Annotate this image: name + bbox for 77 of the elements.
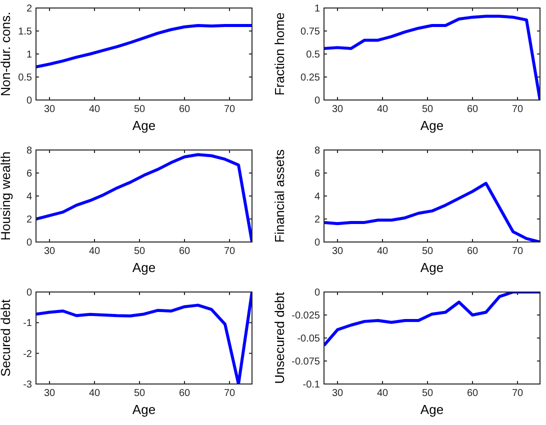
x-tick-label: 70 <box>512 388 524 399</box>
x-axis-title: Age <box>132 260 156 275</box>
x-tick-label: 50 <box>422 104 434 115</box>
x-tick-label: 60 <box>178 104 190 115</box>
y-tick-label: 8 <box>314 146 320 156</box>
y-tick-label: 1 <box>314 4 320 14</box>
x-axis-title: Age <box>132 118 156 133</box>
y-tick-label: -0.025 <box>292 310 320 322</box>
y-tick-label: -0.05 <box>297 334 320 344</box>
y-tick-label: 0 <box>314 288 320 298</box>
y-tick-label: -0.075 <box>292 356 320 368</box>
line-series <box>36 24 252 68</box>
x-tick-label: 50 <box>422 388 434 399</box>
line-series <box>36 292 252 384</box>
y-tick-label: 4 <box>314 192 320 202</box>
y-tick-label: 6 <box>314 168 320 180</box>
x-tick-label: 40 <box>88 104 100 115</box>
y-tick-label: 1 <box>26 50 32 60</box>
x-tick-label: 50 <box>422 246 434 257</box>
x-axis-title: Age <box>420 402 444 417</box>
x-tick-label: 70 <box>224 388 236 399</box>
x-tick-label: 30 <box>332 388 344 399</box>
y-tick-label: -0.1 <box>302 380 320 390</box>
line-series <box>324 182 540 242</box>
x-tick-label: 30 <box>332 246 344 257</box>
y-tick-label: -1 <box>23 318 32 330</box>
x-tick-label: 60 <box>466 246 478 257</box>
x-tick-label: 30 <box>44 246 56 257</box>
y-tick-label: 2 <box>314 214 320 226</box>
y-axis-title: Unsecured debt <box>272 292 287 384</box>
y-tick-label: 0.75 <box>300 26 320 38</box>
y-tick-label: 8 <box>26 146 32 156</box>
x-tick-label: 30 <box>44 104 56 115</box>
y-tick-label: 0.5 <box>18 72 32 84</box>
y-tick-label: -3 <box>23 380 32 390</box>
y-tick-label: 4 <box>26 192 32 202</box>
y-tick-label: 0 <box>26 238 32 248</box>
x-tick-label: 70 <box>224 246 236 257</box>
x-tick-label: 60 <box>178 246 190 257</box>
x-tick-label: 50 <box>134 246 146 257</box>
x-tick-label: 50 <box>134 388 146 399</box>
y-tick-label: 0 <box>314 96 320 106</box>
line-series <box>324 292 540 347</box>
y-tick-label: 0 <box>314 238 320 248</box>
y-tick-label: 0.25 <box>300 72 320 84</box>
x-tick-label: 40 <box>88 246 100 257</box>
x-tick-label: 50 <box>134 104 146 115</box>
x-tick-label: 60 <box>466 388 478 399</box>
x-axis-title: Age <box>420 260 444 275</box>
x-tick-label: 30 <box>332 104 344 115</box>
y-axis-title: Financial assets <box>272 148 287 243</box>
y-tick-label: 2 <box>26 214 32 226</box>
x-axis-title: Age <box>132 402 156 417</box>
y-tick-label: 6 <box>26 168 32 180</box>
x-axis-title: Age <box>420 118 444 133</box>
x-tick-label: 40 <box>376 104 388 115</box>
x-tick-label: 40 <box>88 388 100 399</box>
y-axis-title: Fraction home <box>272 12 287 96</box>
y-tick-label: 2 <box>26 4 32 14</box>
y-tick-label: 0 <box>26 288 32 298</box>
x-tick-label: 70 <box>512 104 524 115</box>
y-axis-title: Non-dur. cons. <box>0 12 13 96</box>
y-axis-title: Secured debt <box>0 298 13 377</box>
x-tick-label: 40 <box>376 388 388 399</box>
x-tick-label: 70 <box>224 104 236 115</box>
y-axis-title: Housing wealth <box>0 152 13 240</box>
x-tick-label: 60 <box>178 388 190 399</box>
y-tick-label: -2 <box>23 348 32 360</box>
x-tick-label: 40 <box>376 246 388 257</box>
y-tick-label: 0 <box>26 96 32 106</box>
line-series <box>324 14 540 100</box>
y-tick-label: 1.5 <box>18 26 32 38</box>
x-tick-label: 60 <box>466 104 478 115</box>
y-tick-label: 0.5 <box>306 50 320 60</box>
line-series <box>36 153 252 242</box>
x-tick-label: 30 <box>44 388 56 399</box>
x-tick-label: 70 <box>512 246 524 257</box>
